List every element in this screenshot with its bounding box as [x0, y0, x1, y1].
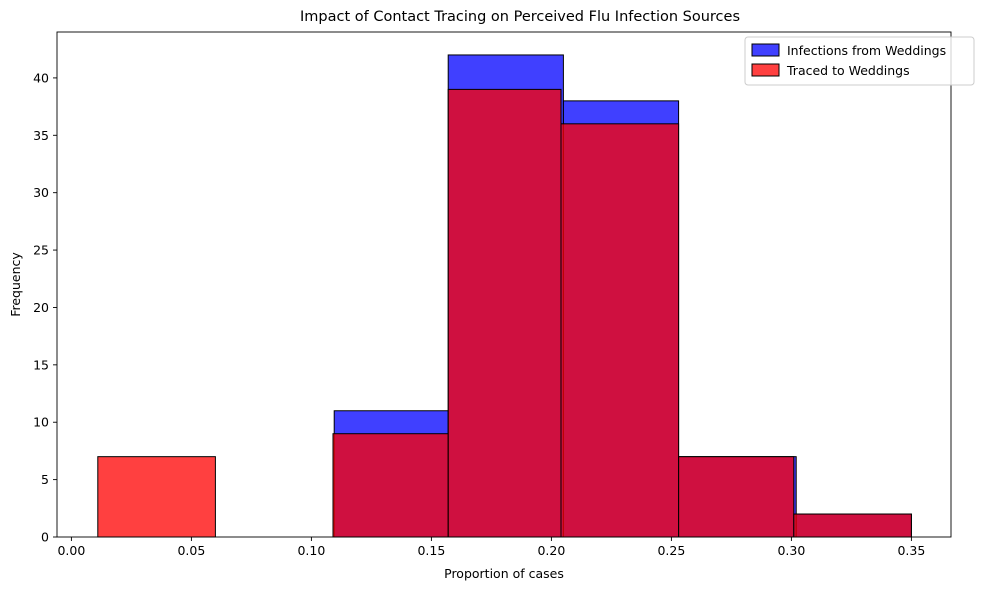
- histogram-bar: [447, 88, 562, 538]
- y-tick-label: 35: [33, 128, 49, 143]
- chart-title: Impact of Contact Tracing on Perceived F…: [300, 9, 740, 25]
- y-axis: 0 5 10 15 20 25 30 35 40: [33, 70, 57, 545]
- y-tick-label: 10: [33, 415, 49, 430]
- y-tick-label: 30: [33, 185, 49, 200]
- bars-layer: [97, 54, 912, 538]
- histogram-bar: [97, 456, 216, 538]
- histogram-bar: [332, 433, 449, 538]
- y-tick-label: 25: [33, 243, 49, 258]
- y-tick-label: 15: [33, 357, 49, 372]
- x-tick-label: 0.10: [297, 543, 325, 558]
- legend-box: [744, 36, 975, 86]
- legend-label: Infections from Weddings: [787, 43, 946, 58]
- x-tick-label: 0.00: [57, 543, 85, 558]
- x-tick-label: 0.05: [177, 543, 205, 558]
- legend: Infections from Weddings Traced to Weddin…: [744, 36, 975, 86]
- x-tick-label: 0.15: [417, 543, 445, 558]
- y-tick-label: 0: [41, 530, 49, 545]
- y-tick-label: 20: [33, 300, 49, 315]
- x-tick-label: 0.30: [777, 543, 805, 558]
- y-tick-label: 5: [41, 472, 49, 487]
- legend-label: Traced to Weddings: [786, 63, 910, 78]
- x-axis: 0.00 0.05 0.10 0.15 0.20 0.25 0.30 0.35: [57, 537, 925, 558]
- x-tick-label: 0.25: [657, 543, 685, 558]
- histogram-bar: [678, 456, 795, 538]
- x-axis-label: Proportion of cases: [444, 566, 564, 581]
- y-tick-label: 40: [33, 70, 49, 85]
- plot-frame: [56, 31, 952, 538]
- histogram-bar: [793, 513, 912, 538]
- legend-swatch: [751, 43, 780, 57]
- series-2-bars: [97, 88, 912, 538]
- x-tick-label: 0.20: [537, 543, 565, 558]
- legend-swatch: [751, 63, 780, 77]
- histogram-bar: [560, 123, 680, 538]
- y-axis-label: Frequency: [8, 252, 23, 317]
- x-tick-label: 0.35: [897, 543, 925, 558]
